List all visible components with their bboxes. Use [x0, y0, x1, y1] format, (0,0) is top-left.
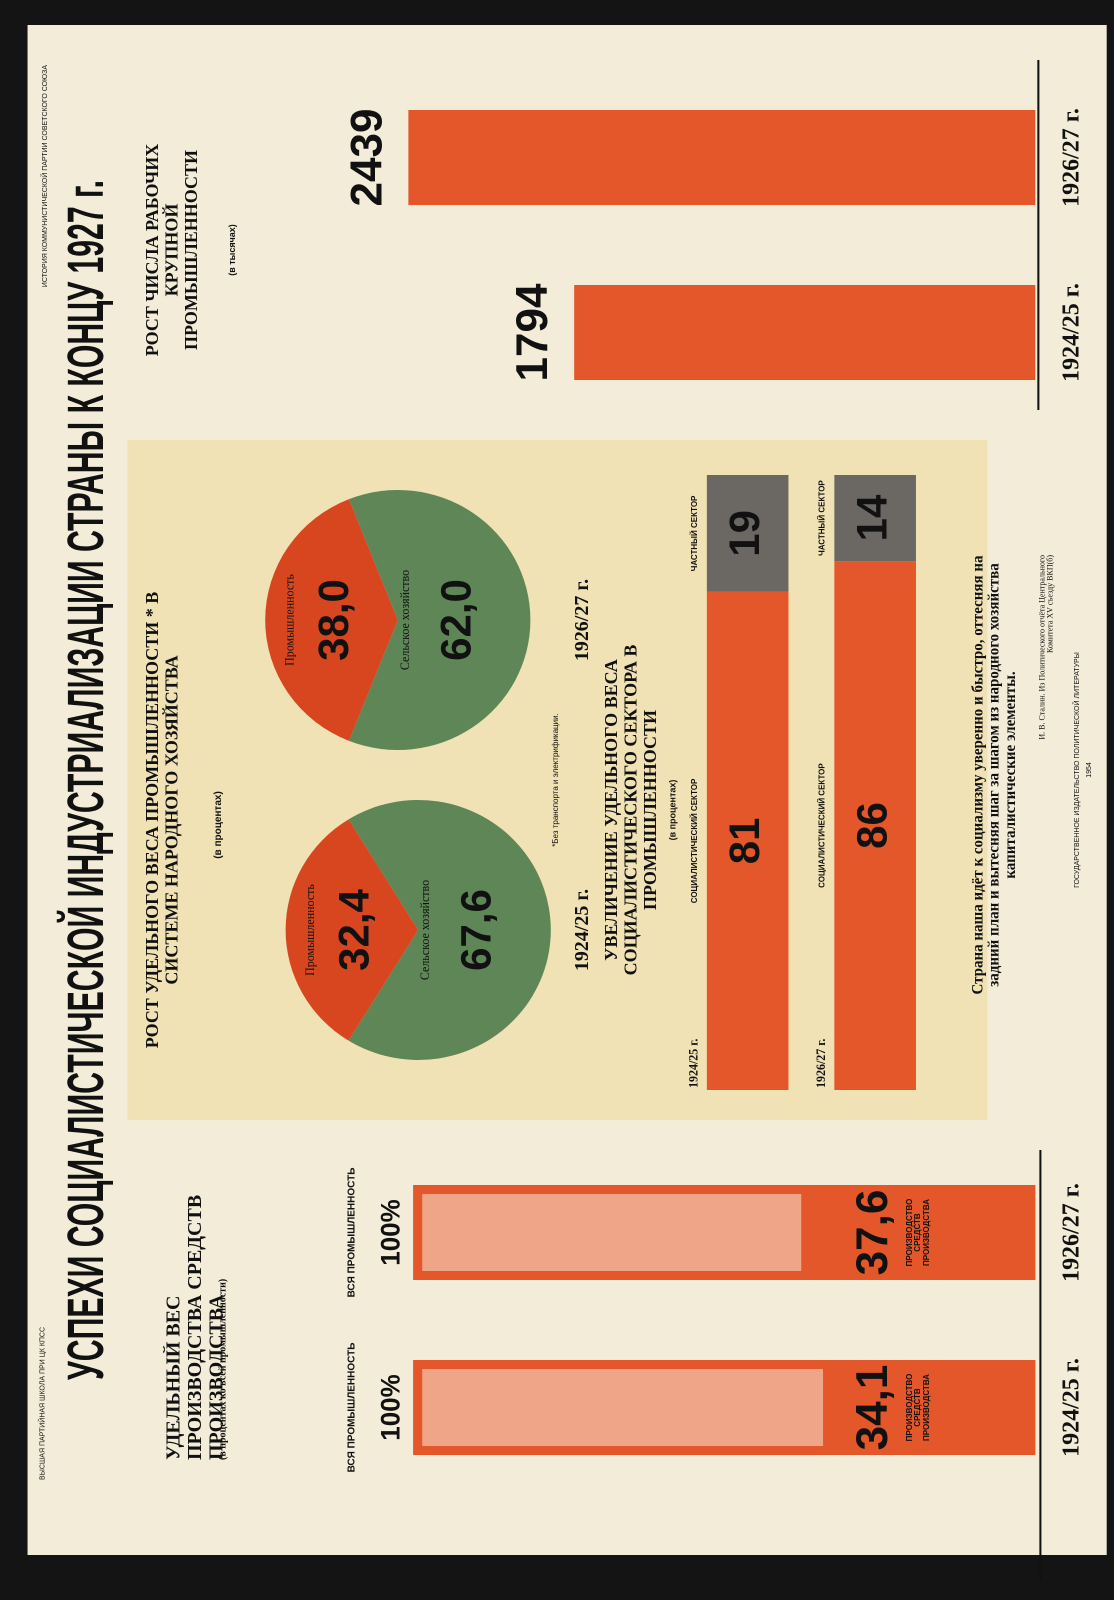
value-label: 100% — [375, 1374, 405, 1440]
poster-title: УСПЕХИ СОЦИАЛИСТИЧЕСКОЙ ИНДУСТРИАЛИЗАЦИИ… — [57, 180, 115, 1380]
chart-title: УДЕЛЬНЫЙ ВЕС ПРОИЗВОДСТВА СРЕДСТВ ПРОИЗВ… — [163, 1194, 223, 1460]
category-label: 1926/27 г. — [571, 579, 593, 661]
series-label: ЧАСТНЫЙ СЕКТОР — [690, 495, 699, 571]
attribution: И. В. Сталин. Из Политического отчёта Це… — [1038, 555, 1056, 740]
series-label: ВСЯ ПРОМЫШЛЕННОСТЬ — [347, 1168, 358, 1298]
category-label: 1924/25 г. — [686, 1039, 700, 1088]
bar — [408, 110, 1036, 205]
value-label: 67,6 — [452, 889, 499, 971]
slice-label: Промышленность — [303, 884, 317, 976]
category-label: 1926/27 г. — [1057, 1183, 1084, 1282]
chart-subtitle: (в процентах) — [668, 780, 678, 841]
publisher: ГОСУДАРСТВЕННОЕ ИЗДАТЕЛЬСТВО ПОЛИТИЧЕСКО… — [1072, 652, 1081, 888]
bar — [574, 285, 1036, 380]
series-label: ЧАСТНЫЙ СЕКТОР — [817, 480, 826, 556]
series-label: СОЦИАЛИСТИЧЕСКИЙ СЕКТОР — [690, 778, 699, 903]
slice-label: Сельское хозяйство — [398, 570, 412, 670]
value-label: 32,4 — [330, 889, 377, 971]
chart-subtitle: (в тысячах) — [227, 224, 237, 276]
category-label: 1924/25 г. — [571, 889, 593, 971]
value-label: 37,6 — [848, 1190, 897, 1276]
series-label-box: ПРОИЗВОДСТВО СРЕДСТВ ПРОИЗВОДСТВА — [905, 1198, 932, 1267]
bar-segment — [834, 474, 916, 562]
category-label: 1926/27 г. — [1057, 108, 1084, 207]
chart-subtitle: (в процентах) — [213, 791, 224, 859]
value-label: 100% — [375, 1199, 405, 1265]
publisher-year: 1954 — [1086, 762, 1093, 778]
quote-box: Страна наша идёт к социализму уверенно и… — [971, 555, 1019, 995]
slice-label: Сельское хозяйство — [418, 880, 432, 980]
pie-slice — [348, 800, 551, 1060]
bar-remainder — [422, 1369, 824, 1446]
chart-note: *Без транспорта и электрификации. — [551, 713, 560, 847]
quote: Страна наша идёт к социализму уверенно и… — [971, 555, 1019, 995]
category-label: 1924/25 г. — [1057, 1358, 1084, 1457]
chart-subtitle-box: (в процентах ко всей промышленности) — [218, 1278, 229, 1460]
chart-title: РОСТ УДЕЛЬНОГО ВЕСА ПРОМЫШЛЕННОСТИ * В С… — [142, 591, 182, 1049]
chart-title: УВЕЛИЧЕНИЕ УДЕЛЬНОГО ВЕСА СОЦИАЛИСТИЧЕСК… — [601, 644, 660, 976]
chart-title-box: РОСТ УДЕЛЬНОГО ВЕСА ПРОМЫШЛЕННОСТИ * В С… — [142, 591, 182, 1049]
institution: ВЫСШАЯ ПАРТИЙНАЯ ШКОЛА ПРИ ЦК КПСС — [38, 1327, 47, 1480]
bar-remainder — [422, 1194, 802, 1271]
value-label: 1794 — [508, 283, 557, 381]
value-label: 81 — [721, 818, 768, 865]
series-label-box: ПРОИЗВОДСТВО СРЕДСТВ ПРОИЗВОДСТВА — [905, 1373, 932, 1442]
bar-segment — [706, 474, 789, 592]
value-label: 38,0 — [310, 579, 357, 661]
series-label: СОЦИАЛИСТИЧЕСКИЙ СЕКТОР — [817, 763, 826, 888]
bar-segment — [834, 561, 916, 1090]
value-label: 34,1 — [848, 1365, 897, 1451]
series-label: ВСЯ ПРОМЫШЛЕННОСТЬ — [347, 1343, 358, 1473]
chart-title: РОСТ ЧИСЛА РАБОЧИХ КРУПНОЙ ПРОМЫШЛЕННОСТ… — [142, 143, 201, 357]
value-label: 19 — [721, 510, 768, 557]
bar-part — [801, 1185, 1036, 1280]
series-label: ПРОИЗВОДСТВО СРЕДСТВ ПРОИЗВОДСТВА — [905, 1373, 932, 1442]
pie-slice — [265, 499, 398, 741]
value-label: 62,0 — [432, 579, 479, 661]
series-name: ИСТОРИЯ КОММУНИСТИЧЕСКОЙ ПАРТИИ СОВЕТСКО… — [40, 65, 49, 287]
chart-subtitle: (в процентах ко всей промышленности) — [218, 1278, 229, 1460]
pie-slice — [285, 819, 419, 1041]
series-label: ПРОИЗВОДСТВО СРЕДСТВ ПРОИЗВОДСТВА — [905, 1198, 932, 1267]
chart-title-box: УВЕЛИЧЕНИЕ УДЕЛЬНОГО ВЕСА СОЦИАЛИСТИЧЕСК… — [601, 644, 660, 976]
attribution-box: И. В. Сталин. Из Политического отчёта Це… — [1038, 555, 1056, 740]
chart-title-box: РОСТ ЧИСЛА РАБОЧИХ КРУПНОЙ ПРОМЫШЛЕННОСТ… — [142, 143, 201, 357]
poster-content: ВЫСШАЯ ПАРТИЙНАЯ ШКОЛА ПРИ ЦК КПСС ИСТОР… — [27, 25, 1107, 1580]
category-label: 1924/25 г. — [1057, 283, 1084, 382]
category-label: 1926/27 г. — [814, 1039, 828, 1088]
slice-label: Промышленность — [282, 574, 296, 666]
bar-part — [823, 1360, 1036, 1455]
value-label: 86 — [848, 802, 895, 849]
chart-title-box: УДЕЛЬНЫЙ ВЕС ПРОИЗВОДСТВА СРЕДСТВ ПРОИЗВ… — [163, 1194, 223, 1460]
value-label: 14 — [848, 494, 895, 541]
bar-segment — [706, 591, 789, 1090]
pie-slice — [348, 490, 531, 750]
value-label: 2439 — [342, 109, 391, 207]
